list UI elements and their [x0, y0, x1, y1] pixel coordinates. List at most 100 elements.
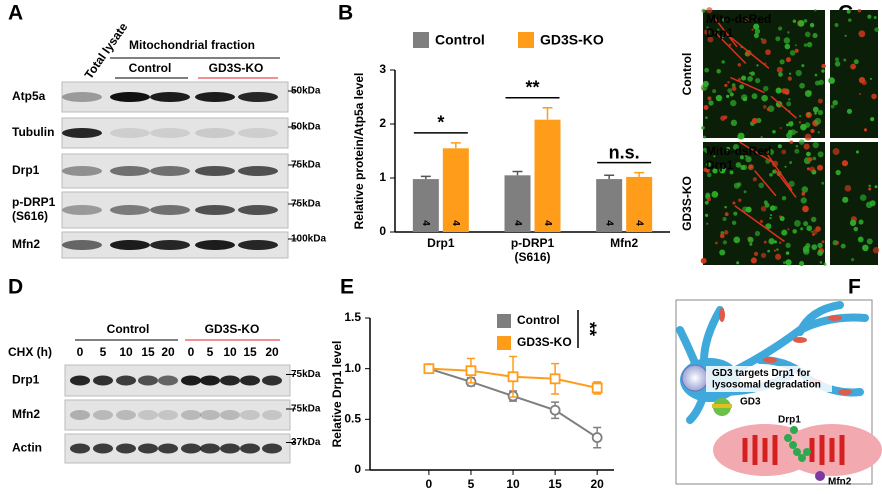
blot-band	[195, 92, 235, 102]
speckle	[704, 200, 709, 205]
timepoint: 10	[223, 345, 237, 359]
speckle	[767, 105, 775, 113]
speckle	[850, 63, 857, 70]
blot-band	[138, 443, 158, 454]
speckle	[705, 192, 711, 198]
speckle	[711, 191, 719, 198]
legend-label: GD3S-KO	[517, 335, 572, 349]
speckle	[778, 26, 783, 31]
speckle	[812, 32, 818, 39]
speckle	[794, 148, 800, 154]
speckle	[731, 220, 737, 226]
speckle	[782, 261, 787, 265]
gd3	[712, 404, 732, 408]
speckle	[834, 57, 840, 62]
speckle	[834, 22, 839, 27]
mito-trace	[714, 18, 738, 48]
speckle	[863, 128, 868, 132]
speckle	[707, 96, 712, 101]
blot-band	[150, 240, 190, 250]
speckle	[719, 233, 725, 239]
speckle	[807, 112, 811, 116]
speckle	[853, 226, 859, 232]
speckle	[738, 198, 742, 203]
speckle	[789, 50, 796, 56]
x-tick-label: 0	[426, 477, 433, 491]
speckle	[731, 83, 736, 87]
speckle	[794, 44, 797, 47]
speckle	[721, 60, 725, 64]
speckle	[789, 161, 793, 165]
speckle	[713, 155, 716, 158]
speckle	[767, 249, 770, 253]
speckle	[750, 71, 755, 76]
speckle	[858, 30, 866, 38]
speckle	[704, 67, 710, 73]
speckle	[722, 240, 728, 245]
speckle	[832, 99, 838, 106]
speckle	[727, 88, 733, 94]
speckle	[804, 31, 811, 38]
speckle	[761, 38, 767, 45]
mito-trace	[726, 33, 770, 69]
lysosome	[681, 364, 709, 392]
speckle	[817, 109, 824, 116]
speckle	[706, 222, 709, 225]
speckle	[800, 227, 804, 231]
error-bar	[450, 142, 461, 149]
error-bar	[604, 174, 615, 180]
speckle	[773, 249, 776, 252]
speckle	[812, 106, 819, 113]
row-label: Drp1	[12, 373, 40, 387]
speckle	[806, 151, 811, 157]
speckle	[739, 155, 744, 160]
marker	[423, 363, 435, 375]
speckle	[726, 146, 731, 151]
speckle	[753, 251, 759, 256]
blot-band	[195, 166, 235, 176]
speckle	[842, 196, 849, 203]
speckle	[706, 162, 711, 168]
speckle	[806, 41, 813, 48]
speckle	[723, 230, 729, 235]
marker	[465, 365, 477, 377]
row-label: p-DRP1 (S616)	[12, 195, 56, 223]
speckle	[817, 250, 824, 257]
n-label: 4	[604, 220, 615, 226]
speckle	[787, 76, 792, 81]
speckle	[728, 43, 732, 47]
speckle	[802, 205, 809, 213]
speckle	[753, 33, 759, 39]
speckle	[781, 149, 787, 155]
blot-band	[200, 375, 220, 386]
blot-band	[116, 443, 136, 454]
bar	[442, 148, 469, 232]
speckle	[848, 18, 852, 22]
legend-label: GD3S-KO	[540, 32, 604, 48]
significance: *	[437, 113, 444, 133]
speckle	[779, 126, 782, 130]
speckle	[707, 36, 714, 43]
speckle	[760, 252, 767, 259]
blot-band	[62, 205, 102, 215]
x-tick-label: Mfn2	[610, 236, 638, 250]
mito-trace	[770, 95, 797, 119]
speckle	[784, 165, 787, 168]
speckle	[841, 160, 849, 167]
row-label: Mfn2	[12, 407, 40, 421]
blot-band	[200, 443, 220, 454]
row-label: Actin	[12, 441, 42, 455]
stain-label: Drp1	[706, 158, 734, 172]
speckle	[834, 61, 841, 67]
blot-band	[181, 443, 201, 454]
speckle	[735, 162, 742, 168]
speckle	[779, 241, 782, 245]
speckle	[862, 244, 869, 252]
blot-band	[62, 128, 102, 138]
speckle	[868, 184, 871, 188]
speckle	[821, 63, 826, 69]
blot-band	[116, 375, 136, 386]
speckle	[765, 223, 772, 230]
speckle	[742, 206, 749, 213]
